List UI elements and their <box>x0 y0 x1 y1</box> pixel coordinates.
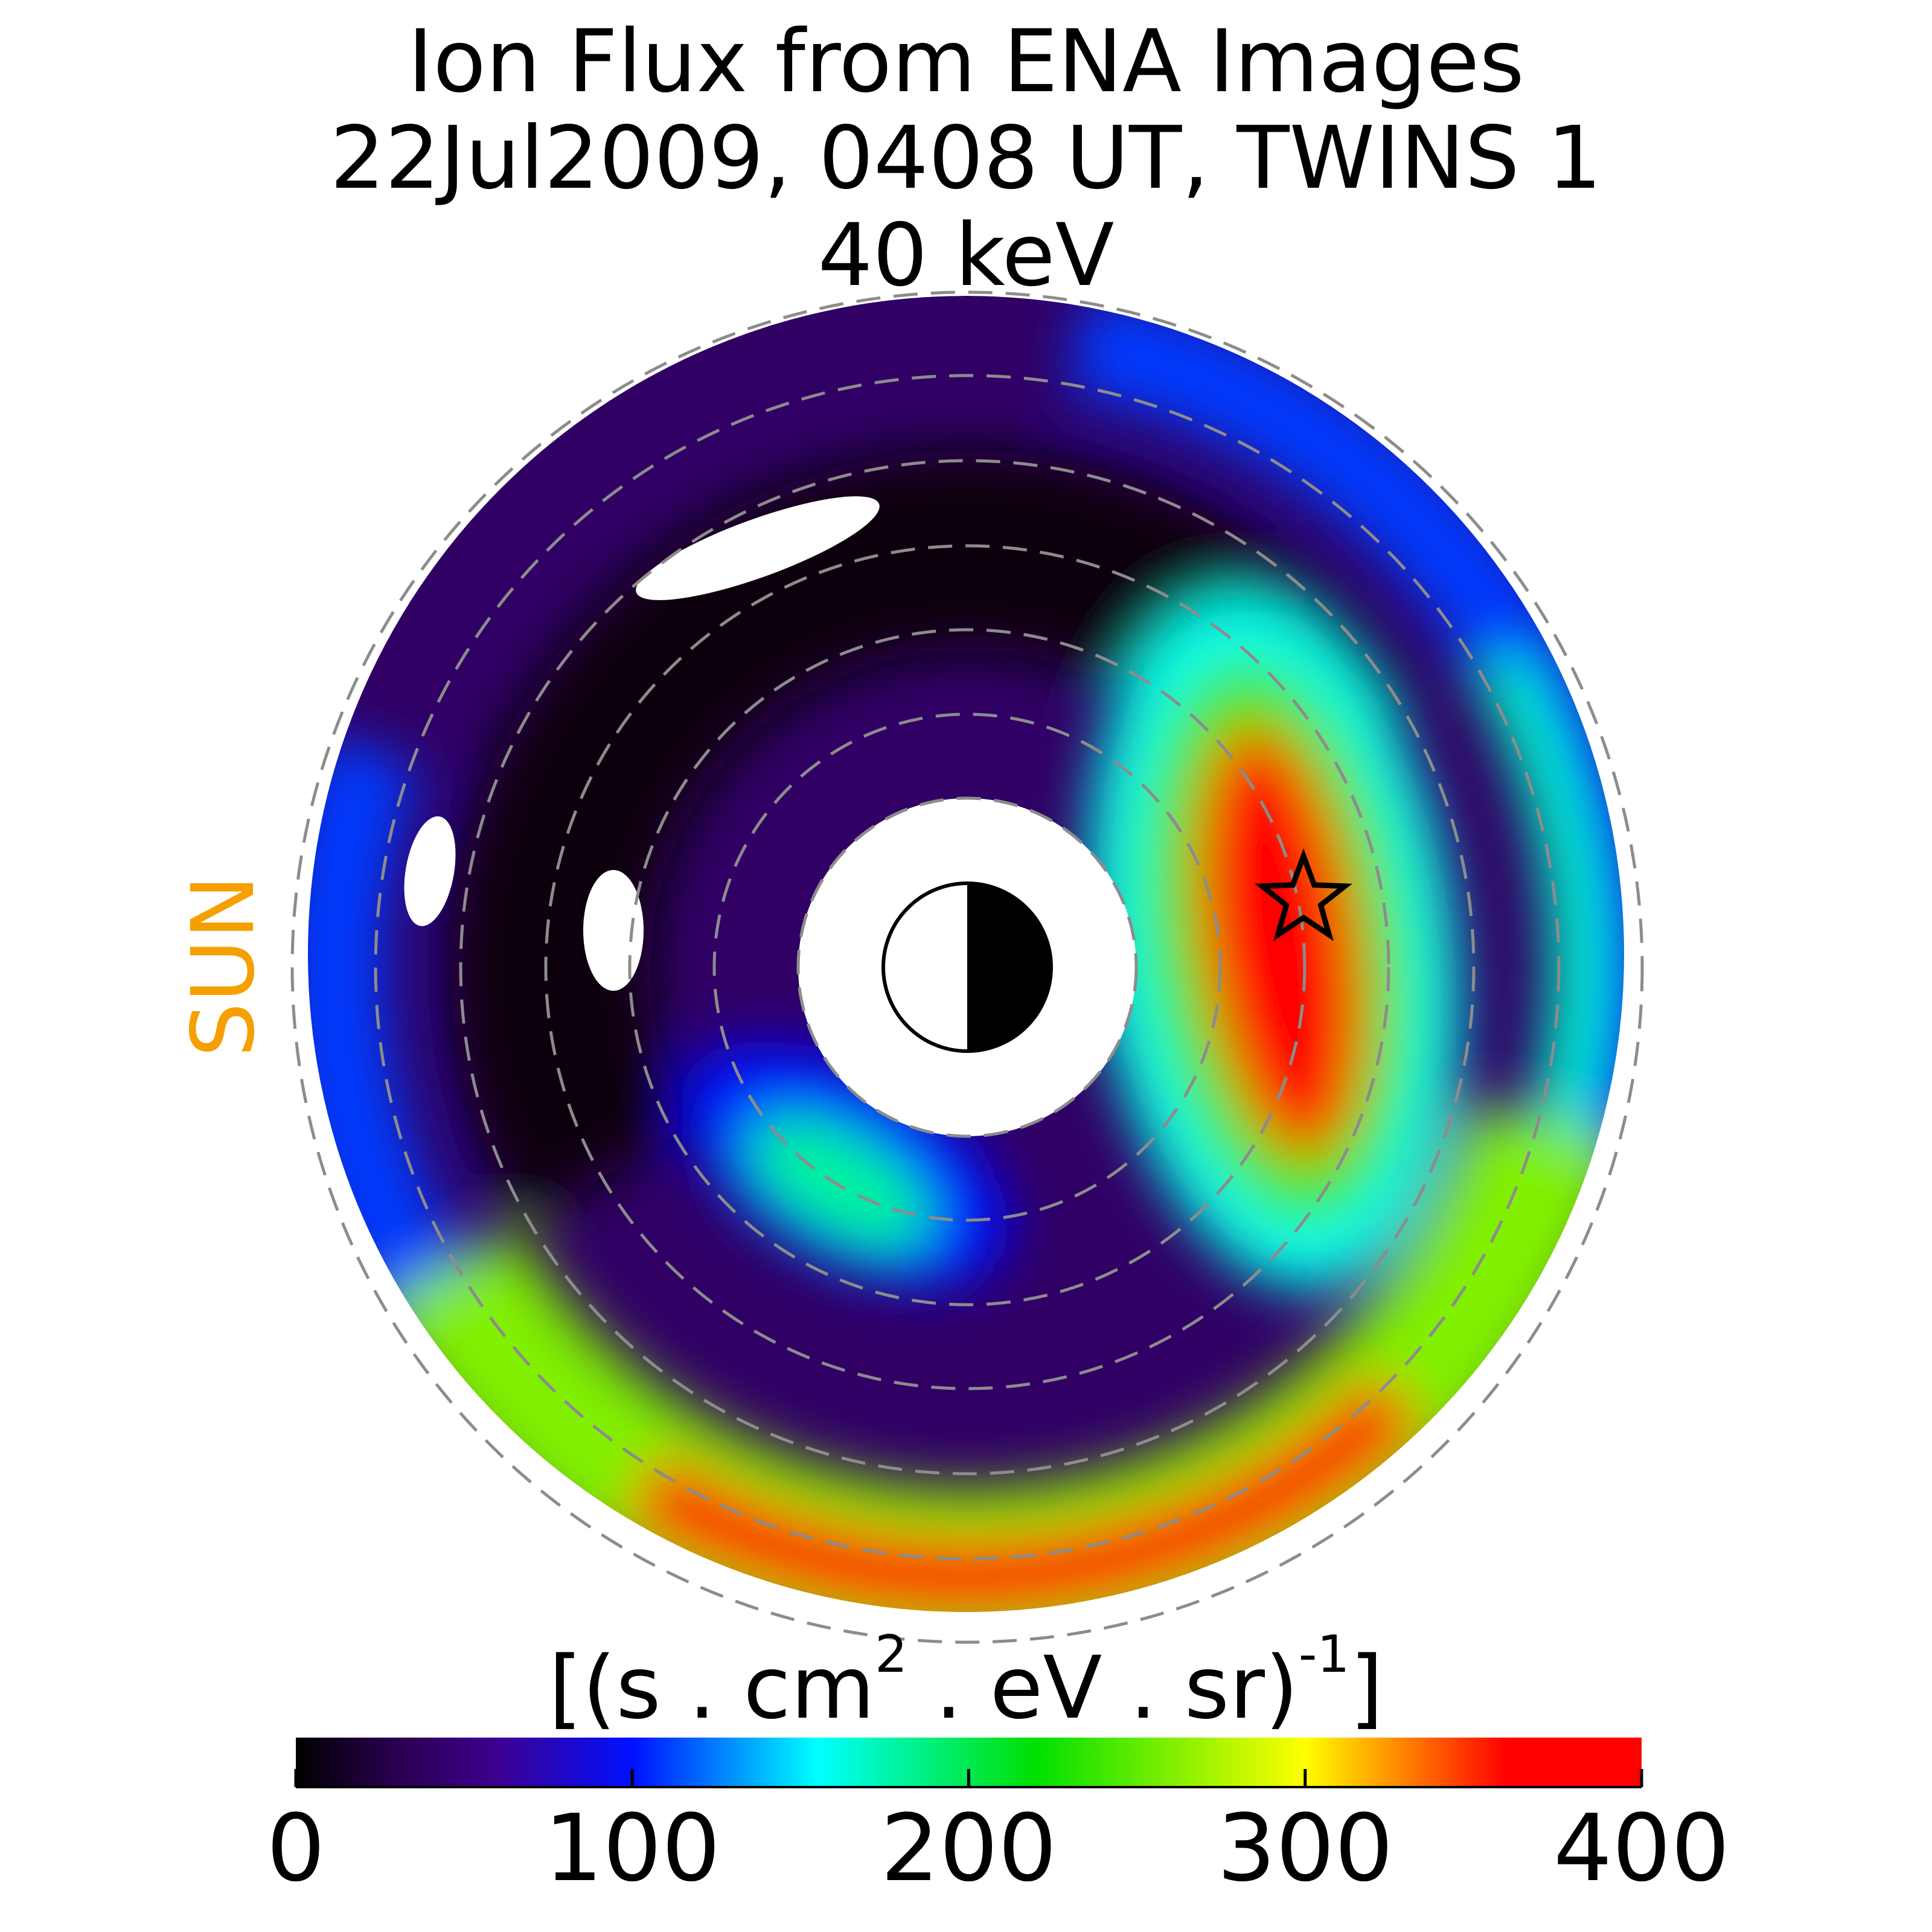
flux-region <box>746 1115 932 1252</box>
flux-region <box>451 451 1415 1226</box>
flux-map <box>308 296 1624 1612</box>
colorbar-tick-label: 400 <box>1553 1795 1730 1902</box>
label-superscript: 2 <box>875 1625 907 1684</box>
star-marker <box>1255 848 1352 941</box>
data-gap <box>636 496 880 600</box>
colorbar-tick-label: 300 <box>1217 1795 1393 1902</box>
dashed-circle <box>290 290 1644 1644</box>
dashed-circle <box>712 712 1222 1222</box>
label-part: [(s . cm <box>549 1637 875 1738</box>
colorbar-tick-label: 100 <box>544 1795 720 1902</box>
data-gap <box>404 816 456 926</box>
dashed-circle <box>374 374 1561 1561</box>
dashed-circle <box>628 628 1307 1307</box>
colorbar-tick-label: 0 <box>266 1795 325 1902</box>
flux-region <box>1196 726 1364 1157</box>
dashed-circle <box>796 796 1138 1138</box>
sun-label: SUN <box>173 875 273 1057</box>
title-line: 40 keV <box>818 205 1115 305</box>
data-gap <box>583 870 644 991</box>
map-overlay <box>290 290 1644 1644</box>
dashed-circle <box>544 544 1390 1390</box>
dashed-circle <box>459 459 1476 1476</box>
colorbar-tick-label: 200 <box>880 1795 1057 1902</box>
label-superscript: -1 <box>1299 1625 1350 1684</box>
flux-region <box>623 1371 1427 1612</box>
flux-regions <box>308 296 1624 1612</box>
title-line: 22Jul2009, 0408 UT, TWINS 1 <box>330 107 1602 208</box>
label-part: . eV . sr) <box>907 1637 1299 1738</box>
colorbar-label: [(s . cm2 . eV . sr)-1] <box>549 1625 1384 1738</box>
earth-night <box>967 883 1051 1051</box>
title-line: Ion Flux from ENA Images <box>408 11 1524 112</box>
label-part: ] <box>1350 1637 1384 1738</box>
